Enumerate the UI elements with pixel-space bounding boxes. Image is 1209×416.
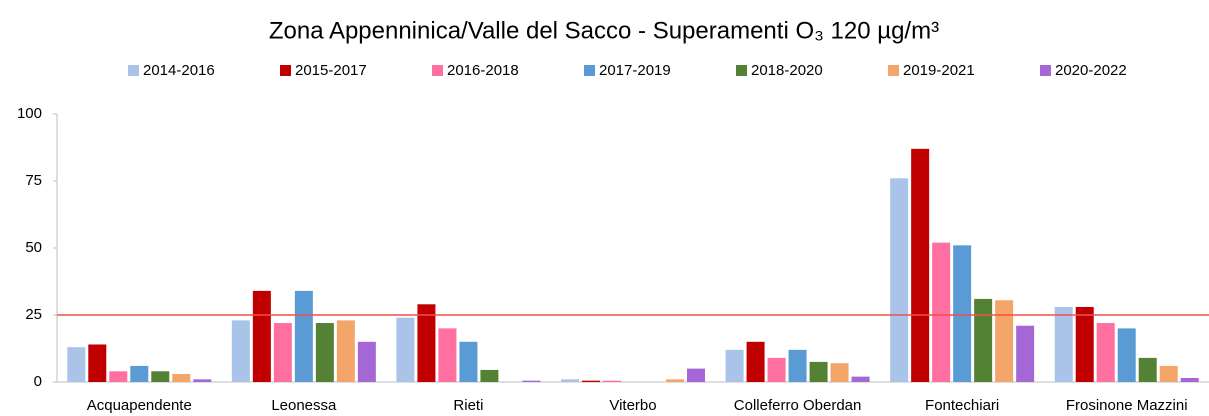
legend-label: 2015-2017 (295, 62, 367, 79)
bar (1016, 325, 1035, 382)
y-tick-label: 75 (25, 172, 42, 189)
x-tick-label: Leonessa (271, 397, 337, 414)
bar (459, 341, 478, 382)
x-tick-label: Acquapendente (87, 397, 192, 414)
legend-label: 2017-2019 (599, 62, 671, 79)
bar (974, 298, 993, 382)
x-tick-label: Colleferro Oberdan (734, 397, 862, 414)
bar (417, 304, 436, 382)
x-tick-label: Viterbo (609, 397, 656, 414)
bar (953, 245, 972, 382)
legend-label: 2016-2018 (447, 62, 519, 79)
bar (67, 347, 86, 382)
bar (522, 380, 541, 382)
bar (1138, 357, 1157, 382)
bar (830, 363, 849, 382)
bar (438, 328, 457, 382)
bar (1117, 328, 1136, 382)
legend-label: 2014-2016 (143, 62, 215, 79)
bar (725, 349, 744, 382)
bar (666, 379, 684, 382)
bar (130, 365, 149, 382)
bar (1075, 306, 1094, 382)
bar (603, 380, 621, 382)
bar (687, 368, 705, 382)
y-tick-label: 100 (17, 105, 42, 122)
bar (252, 290, 271, 382)
bar (851, 376, 870, 382)
legend-label: 2019-2021 (903, 62, 975, 79)
bar (1096, 323, 1115, 382)
y-tick-label: 0 (34, 373, 42, 390)
bar (193, 379, 212, 382)
bar (273, 323, 292, 382)
bar (767, 357, 786, 382)
bar (109, 371, 128, 382)
bar (172, 373, 191, 382)
bar (480, 369, 499, 382)
bar (809, 361, 828, 382)
legend-swatch (1040, 65, 1051, 76)
bar (357, 341, 376, 382)
legend-swatch (888, 65, 899, 76)
bar (315, 323, 334, 382)
legend-swatch (128, 65, 139, 76)
bar (890, 178, 909, 382)
bar (911, 148, 930, 382)
legend-swatch (584, 65, 595, 76)
bar (1180, 377, 1199, 382)
legend-swatch (736, 65, 747, 76)
bar (336, 320, 355, 382)
bar (1054, 306, 1073, 382)
bar (561, 379, 579, 382)
bar (294, 290, 313, 382)
chart-title: Zona Appenninica/Valle del Sacco - Super… (269, 17, 939, 44)
bar (746, 341, 765, 382)
bar (231, 320, 250, 382)
y-tick-label: 50 (25, 239, 42, 256)
x-tick-label: Rieti (453, 397, 483, 414)
legend-swatch (280, 65, 291, 76)
y-tick-label: 25 (25, 306, 42, 323)
bar (396, 317, 415, 382)
bar (788, 349, 807, 382)
legend-label: 2018-2020 (751, 62, 823, 79)
bar (932, 242, 951, 382)
bar (88, 344, 107, 382)
legend-swatch (432, 65, 443, 76)
x-tick-label: Frosinone Mazzini (1066, 397, 1188, 414)
bar (1159, 365, 1178, 382)
x-tick-label: Fontechiari (925, 397, 999, 414)
bar (582, 380, 600, 382)
bar (995, 300, 1014, 382)
legend-label: 2020-2022 (1055, 62, 1127, 79)
bar (151, 371, 170, 382)
